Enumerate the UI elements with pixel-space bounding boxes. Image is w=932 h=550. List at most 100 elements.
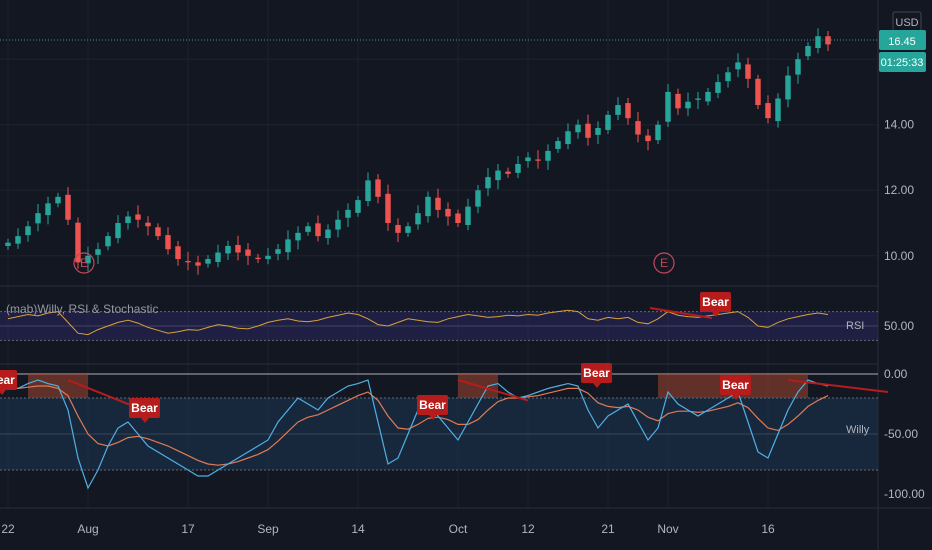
- candle: [645, 128, 651, 151]
- candle: [155, 223, 161, 241]
- candle: [795, 52, 801, 84]
- earnings-label: E: [80, 256, 88, 270]
- candle: [485, 167, 491, 197]
- earnings-marker[interactable]: E: [653, 252, 675, 274]
- divergence-line: [457, 379, 529, 402]
- price-axis[interactable]: 10.00 12.00 14.00 50.00 0.00 -50.00 -100.00: [884, 118, 925, 501]
- candle: [335, 210, 341, 238]
- candle: [555, 137, 561, 153]
- candle: [185, 251, 191, 271]
- candle: [655, 120, 661, 145]
- candle: [805, 42, 811, 61]
- rsi-divergence-line: [649, 307, 713, 319]
- time-tick-label: 14: [351, 522, 365, 536]
- candle: [75, 217, 81, 269]
- bear-tag[interactable]: Bear: [720, 375, 751, 400]
- candle: [615, 97, 621, 121]
- willy-tick-label: 0.00: [884, 367, 908, 381]
- currency-badge[interactable]: USD: [892, 11, 922, 33]
- candle: [65, 186, 71, 225]
- candle: [5, 238, 11, 250]
- price-tick-label: 10.00: [884, 249, 914, 263]
- candle: [775, 93, 781, 128]
- candle: [85, 246, 91, 272]
- candle: [745, 57, 751, 88]
- bear-tag[interactable]: Bear: [700, 292, 731, 317]
- candle: [315, 215, 321, 242]
- candle: [475, 184, 481, 214]
- candle: [275, 243, 281, 261]
- bear-tag-label: Bear: [722, 378, 749, 392]
- candle: [785, 66, 791, 108]
- time-tick-label: 17: [181, 522, 195, 536]
- candle: [755, 74, 761, 109]
- time-axis[interactable]: 22 Aug 17 Sep 14 Oct 12 21 Nov 16: [1, 522, 775, 536]
- candle: [675, 88, 681, 115]
- candle: [395, 218, 401, 243]
- rsi-band-lines: [0, 311, 878, 341]
- bear-tag[interactable]: Bear: [129, 398, 160, 423]
- candle: [665, 84, 671, 127]
- candle: [375, 174, 381, 204]
- candle: [45, 196, 51, 225]
- candle: [15, 228, 21, 249]
- candle: [445, 202, 451, 226]
- candle: [565, 123, 571, 150]
- bear-signals[interactable]: Bear Bear Bear Bear Bear Bear: [0, 292, 751, 423]
- candle: [165, 227, 171, 255]
- candle: [305, 222, 311, 236]
- candle: [705, 87, 711, 106]
- candle: [295, 226, 301, 250]
- rsi-pane[interactable]: (mab)Willy, RSI & Stochastic RSI: [0, 302, 878, 341]
- candle: [585, 114, 591, 146]
- candle: [55, 192, 61, 208]
- earnings-label: E: [660, 256, 668, 270]
- candle: [135, 205, 141, 228]
- price-tick-label: 14.00: [884, 118, 914, 132]
- rsi-band: [0, 311, 878, 341]
- time-tick-label: Sep: [257, 522, 279, 536]
- candle: [455, 209, 461, 227]
- candle: [95, 242, 101, 264]
- candle: [695, 91, 701, 109]
- countdown-value: 01:25:33: [881, 57, 924, 69]
- candle: [215, 244, 221, 268]
- indicator-title[interactable]: (mab)Willy, RSI & Stochastic: [6, 302, 158, 316]
- price-tick-label: 12.00: [884, 183, 914, 197]
- time-tick-label: Aug: [77, 522, 98, 536]
- earnings-marker[interactable]: E: [73, 252, 95, 274]
- countdown-tag: 01:25:33: [879, 52, 926, 72]
- candle: [25, 221, 31, 242]
- candle: [465, 198, 471, 231]
- candle: [115, 215, 121, 244]
- candle: [595, 121, 601, 145]
- willy-tick-label: -50.00: [884, 427, 918, 441]
- candles: [5, 28, 831, 275]
- time-tick-label: 16: [761, 522, 775, 536]
- time-tick-label: Oct: [449, 522, 468, 536]
- candle: [35, 204, 41, 232]
- candle: [535, 150, 541, 169]
- bear-tag-label: Bear: [702, 295, 729, 309]
- bear-tag[interactable]: Bear: [581, 363, 612, 388]
- candle: [525, 152, 531, 168]
- candle: [685, 92, 691, 117]
- candle: [265, 247, 271, 265]
- candle: [545, 144, 551, 170]
- candle: [725, 67, 731, 88]
- candle: [415, 205, 421, 230]
- candle: [205, 255, 211, 268]
- bear-tag-label: Bear: [0, 373, 15, 387]
- bear-tag[interactable]: Bear: [0, 370, 17, 395]
- candle: [625, 97, 631, 125]
- last-price-value: 16.45: [888, 36, 916, 48]
- candle: [125, 211, 131, 230]
- bear-tag[interactable]: Bear: [417, 395, 448, 420]
- candle: [195, 255, 201, 275]
- candle: [505, 167, 511, 178]
- rsi-label: RSI: [846, 320, 864, 332]
- time-tick-label: 21: [601, 522, 615, 536]
